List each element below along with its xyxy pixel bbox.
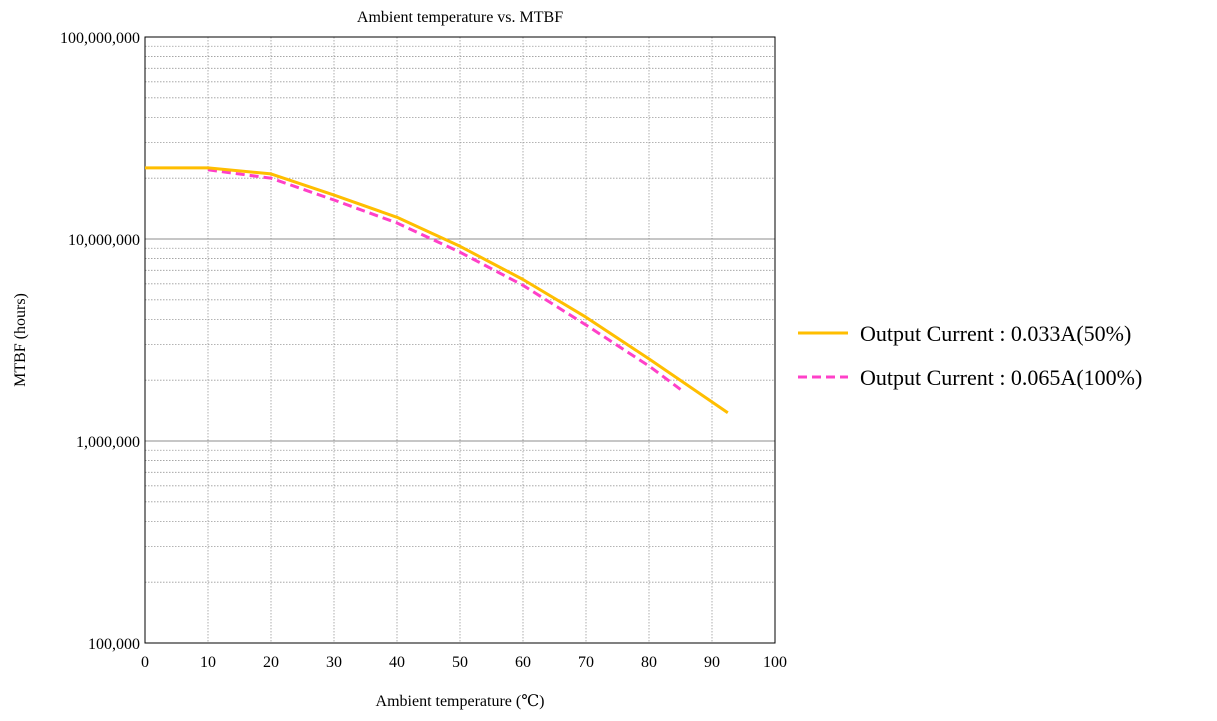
y-axis-title: MTBF (hours) bbox=[12, 293, 29, 387]
x-tick-label: 70 bbox=[578, 654, 594, 671]
x-tick-label: 0 bbox=[141, 654, 149, 671]
x-tick-label: 60 bbox=[515, 654, 531, 671]
x-tick-label: 20 bbox=[263, 654, 279, 671]
minor-gridlines bbox=[144, 37, 776, 643]
x-tick-label: 100 bbox=[763, 654, 787, 671]
x-tick-label: 80 bbox=[641, 654, 657, 671]
plot-area-frame bbox=[144, 36, 776, 644]
y-tick-label: 100,000 bbox=[88, 636, 140, 653]
legend: Output Current : 0.033A(50%) Output Curre… bbox=[798, 321, 1142, 390]
series-line-2 bbox=[207, 168, 682, 391]
x-axis-ticks: 0 10 20 30 40 50 60 70 80 90 100 bbox=[141, 654, 787, 671]
chart-title: Ambient temperature vs. MTBF bbox=[357, 9, 563, 26]
series-line-1 bbox=[145, 166, 729, 414]
y-tick-label: 10,000,000 bbox=[68, 232, 140, 249]
x-tick-label: 10 bbox=[200, 654, 216, 671]
series-layer bbox=[145, 166, 729, 414]
legend-label-1: Output Current : 0.033A(50%) bbox=[860, 321, 1131, 346]
x-tick-label: 40 bbox=[389, 654, 405, 671]
x-tick-label: 90 bbox=[704, 654, 720, 671]
y-axis-ticks: 100,000 1,000,000 10,000,000 100,000,000 bbox=[60, 30, 140, 653]
legend-label-2: Output Current : 0.065A(100%) bbox=[860, 365, 1142, 390]
x-tick-label: 30 bbox=[326, 654, 342, 671]
x-tick-label: 50 bbox=[452, 654, 468, 671]
y-tick-label: 1,000,000 bbox=[76, 434, 140, 451]
y-tick-label: 100,000,000 bbox=[60, 30, 140, 47]
x-axis-title: Ambient temperature (℃) bbox=[376, 693, 545, 710]
